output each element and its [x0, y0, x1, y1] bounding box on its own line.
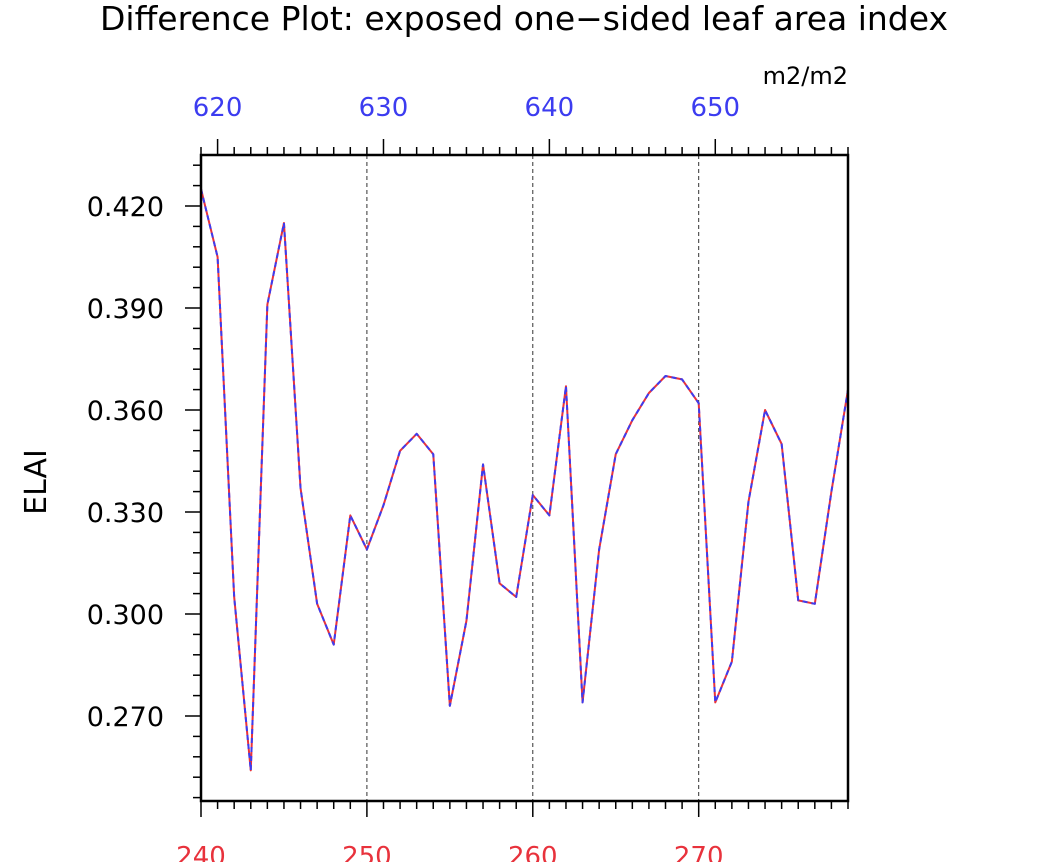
series-line-2: [200, 188, 849, 772]
left-tick-label: 0.420: [87, 192, 164, 223]
plot-frame: [199, 153, 850, 803]
top-tick-label: 620: [193, 93, 243, 123]
top-tick-label: 640: [525, 93, 575, 123]
left-tick-label: 0.360: [87, 396, 164, 427]
axis-ticks: [185, 139, 849, 817]
bottom-tick-label: 240: [176, 842, 226, 862]
left-tick-label: 0.300: [87, 600, 164, 631]
bottom-tick-label: 250: [342, 842, 392, 862]
top-tick-label: 630: [359, 93, 409, 123]
chart-title: Difference Plot: exposed one−sided leaf …: [100, 0, 948, 38]
left-tick-label: 0.390: [87, 294, 164, 325]
top-tick-label: 650: [690, 93, 740, 123]
y-axis-label: ELAI: [19, 449, 54, 515]
series-lines: [200, 188, 849, 772]
left-tick-label: 0.270: [87, 702, 164, 733]
bottom-tick-label: 270: [674, 842, 724, 862]
units-label: m2/m2: [763, 62, 848, 90]
grid-lines: [366, 155, 700, 801]
bottom-tick-label: 260: [508, 842, 558, 862]
tick-labels: 240 250 260 270 620 630 640 650 0.270 0.300 0.330 0…: [87, 93, 740, 862]
left-tick-label: 0.330: [87, 498, 164, 529]
